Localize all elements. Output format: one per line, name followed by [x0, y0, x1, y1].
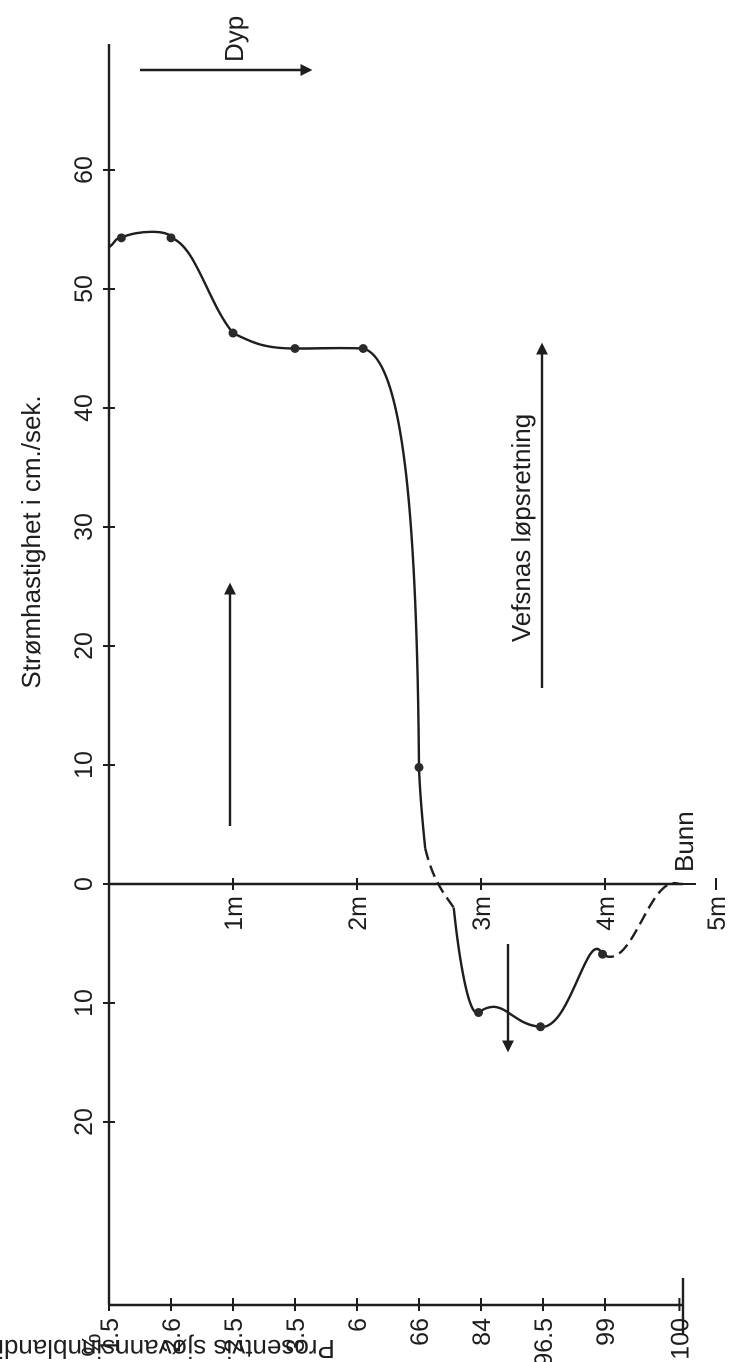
data-point — [536, 1022, 546, 1032]
depth-tick-label: 4m — [592, 896, 620, 931]
percent-tick-label: 2.5 — [220, 1318, 248, 1353]
velocity-tick-label: 50 — [70, 275, 98, 303]
percent-tick-label: 100 — [666, 1318, 694, 1360]
percent-tick-label: 96.5 — [530, 1318, 558, 1362]
velocity-tick-label: 30 — [70, 513, 98, 541]
velocity-tick-label: 20 — [70, 1108, 98, 1136]
velocity-tick-label: 40 — [70, 394, 98, 422]
velocity-tick-label: 60 — [70, 156, 98, 184]
depth-ticks: 1m 2m 3m 4m 5m — [220, 878, 731, 931]
velocity-curve-lower — [452, 907, 604, 1029]
depth-tick-label: 5m — [703, 896, 731, 931]
depth-tick-label: 1m — [220, 896, 248, 931]
depth-tick-label: 2m — [344, 896, 372, 931]
x-axis-title: Prosentvis sjøvannsinnblanding — [0, 1334, 335, 1362]
velocity-curve-dashed-upper — [424, 848, 455, 909]
percent-tick-label: 2.6 — [158, 1318, 186, 1353]
deep-label: Dyp — [219, 16, 249, 62]
velocity-tick-label: 0 — [70, 877, 98, 891]
data-point — [598, 949, 608, 959]
flow-direction-label: Vefsnas løpsretning — [506, 414, 536, 642]
percent-tick-label: 66 — [406, 1318, 434, 1346]
velocity-tick-label: 20 — [70, 632, 98, 660]
data-point — [116, 233, 126, 243]
percent-tick-label: 3.5 — [282, 1318, 310, 1353]
depth-tick-label: 3m — [468, 896, 496, 931]
percent-tick-label: 1.5 — [96, 1318, 124, 1353]
data-point — [290, 344, 300, 353]
percent-tick-label: 99 — [592, 1318, 620, 1346]
velocity-tick-label: 10 — [70, 989, 98, 1017]
percent-tick-label: 84 — [468, 1318, 496, 1346]
data-point — [358, 344, 368, 353]
data-point — [228, 328, 238, 338]
data-point — [474, 1008, 484, 1018]
y-axis-title: Strømhastighet i cm./sek. — [16, 395, 46, 688]
percent-symbol: % — [76, 1333, 106, 1356]
percent-ticks: 1.5 2.6 2.5 3.5 6 66 84 96.5 99 100 — [96, 1298, 694, 1362]
data-point — [166, 233, 176, 243]
bottom-label: Bunn — [669, 811, 699, 872]
velocity-curve-dashed-lower — [601, 881, 680, 958]
velocity-curve — [108, 230, 427, 849]
data-point — [414, 762, 424, 772]
percent-tick-label: 6 — [344, 1318, 372, 1332]
velocity-tick-label: 10 — [70, 751, 98, 779]
data-points — [116, 233, 608, 1032]
velocity-ticks: 60 50 40 30 20 10 0 10 20 — [70, 156, 115, 1136]
